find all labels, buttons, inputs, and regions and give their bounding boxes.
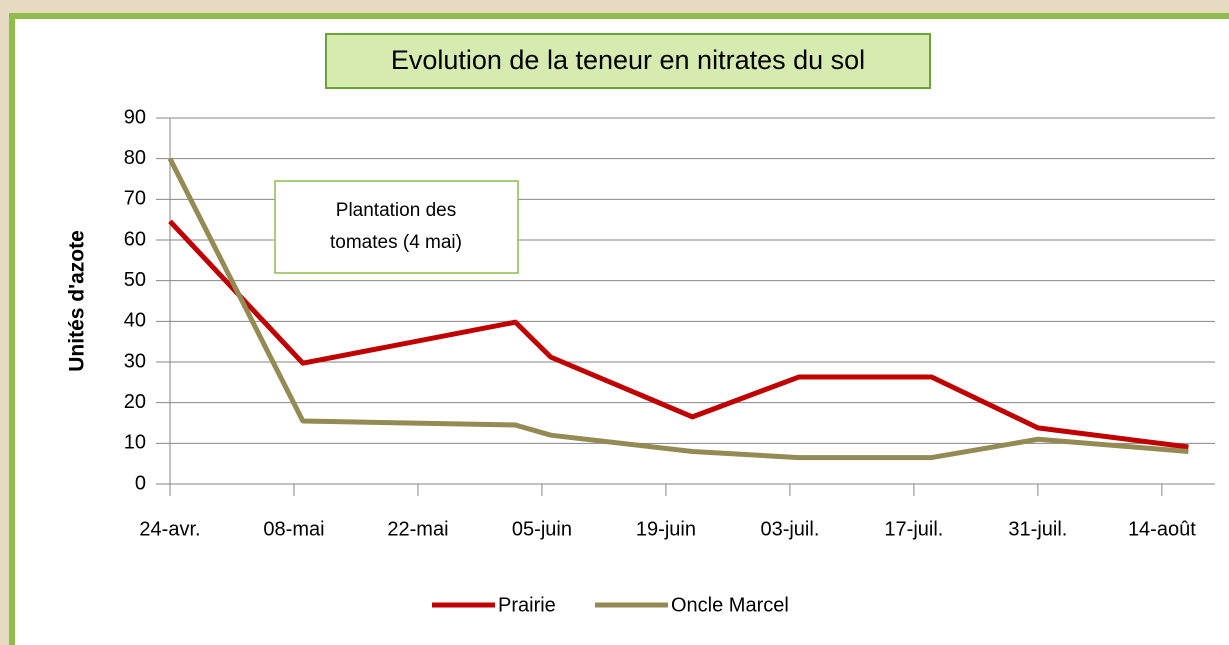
y-axis-label: Unités d'azote xyxy=(66,230,89,372)
x-tick-label: 19-juin xyxy=(636,518,696,540)
y-tick-label: 10 xyxy=(124,432,146,454)
annotation-line: Plantation des xyxy=(336,200,456,221)
legend-label: Prairie xyxy=(498,594,556,616)
x-tick-label: 31-juil. xyxy=(1008,518,1067,540)
y-tick-label: 80 xyxy=(124,147,146,169)
y-tick-label: 30 xyxy=(124,350,146,372)
x-tick-label: 14-août xyxy=(1128,518,1196,540)
y-tick-label: 60 xyxy=(124,228,146,250)
legend-label: Oncle Marcel xyxy=(671,594,789,616)
x-tick-label: 08-mai xyxy=(263,518,324,540)
x-tick-label: 22-mai xyxy=(387,518,448,540)
x-tick-label: 24-avr. xyxy=(139,518,200,540)
title-box xyxy=(325,33,931,89)
series-line xyxy=(167,157,1189,461)
y-tick-label: 90 xyxy=(124,106,146,128)
annotation-box xyxy=(274,180,519,274)
x-tick-label: 03-juil. xyxy=(760,518,819,540)
y-tick-label: 50 xyxy=(124,269,146,291)
chart-title: Evolution de la teneur en nitrates du so… xyxy=(391,45,865,75)
y-tick-label: 70 xyxy=(124,188,146,210)
y-tick-label: 40 xyxy=(124,310,146,332)
series-line xyxy=(168,219,1189,450)
x-tick-label: 17-juil. xyxy=(884,518,943,540)
annotation-line: tomates (4 mai) xyxy=(330,232,462,253)
chart-panel xyxy=(9,13,1229,645)
x-tick-label: 05-juin xyxy=(512,518,572,540)
y-tick-label: 20 xyxy=(124,391,146,413)
y-tick-label: 0 xyxy=(135,472,146,494)
